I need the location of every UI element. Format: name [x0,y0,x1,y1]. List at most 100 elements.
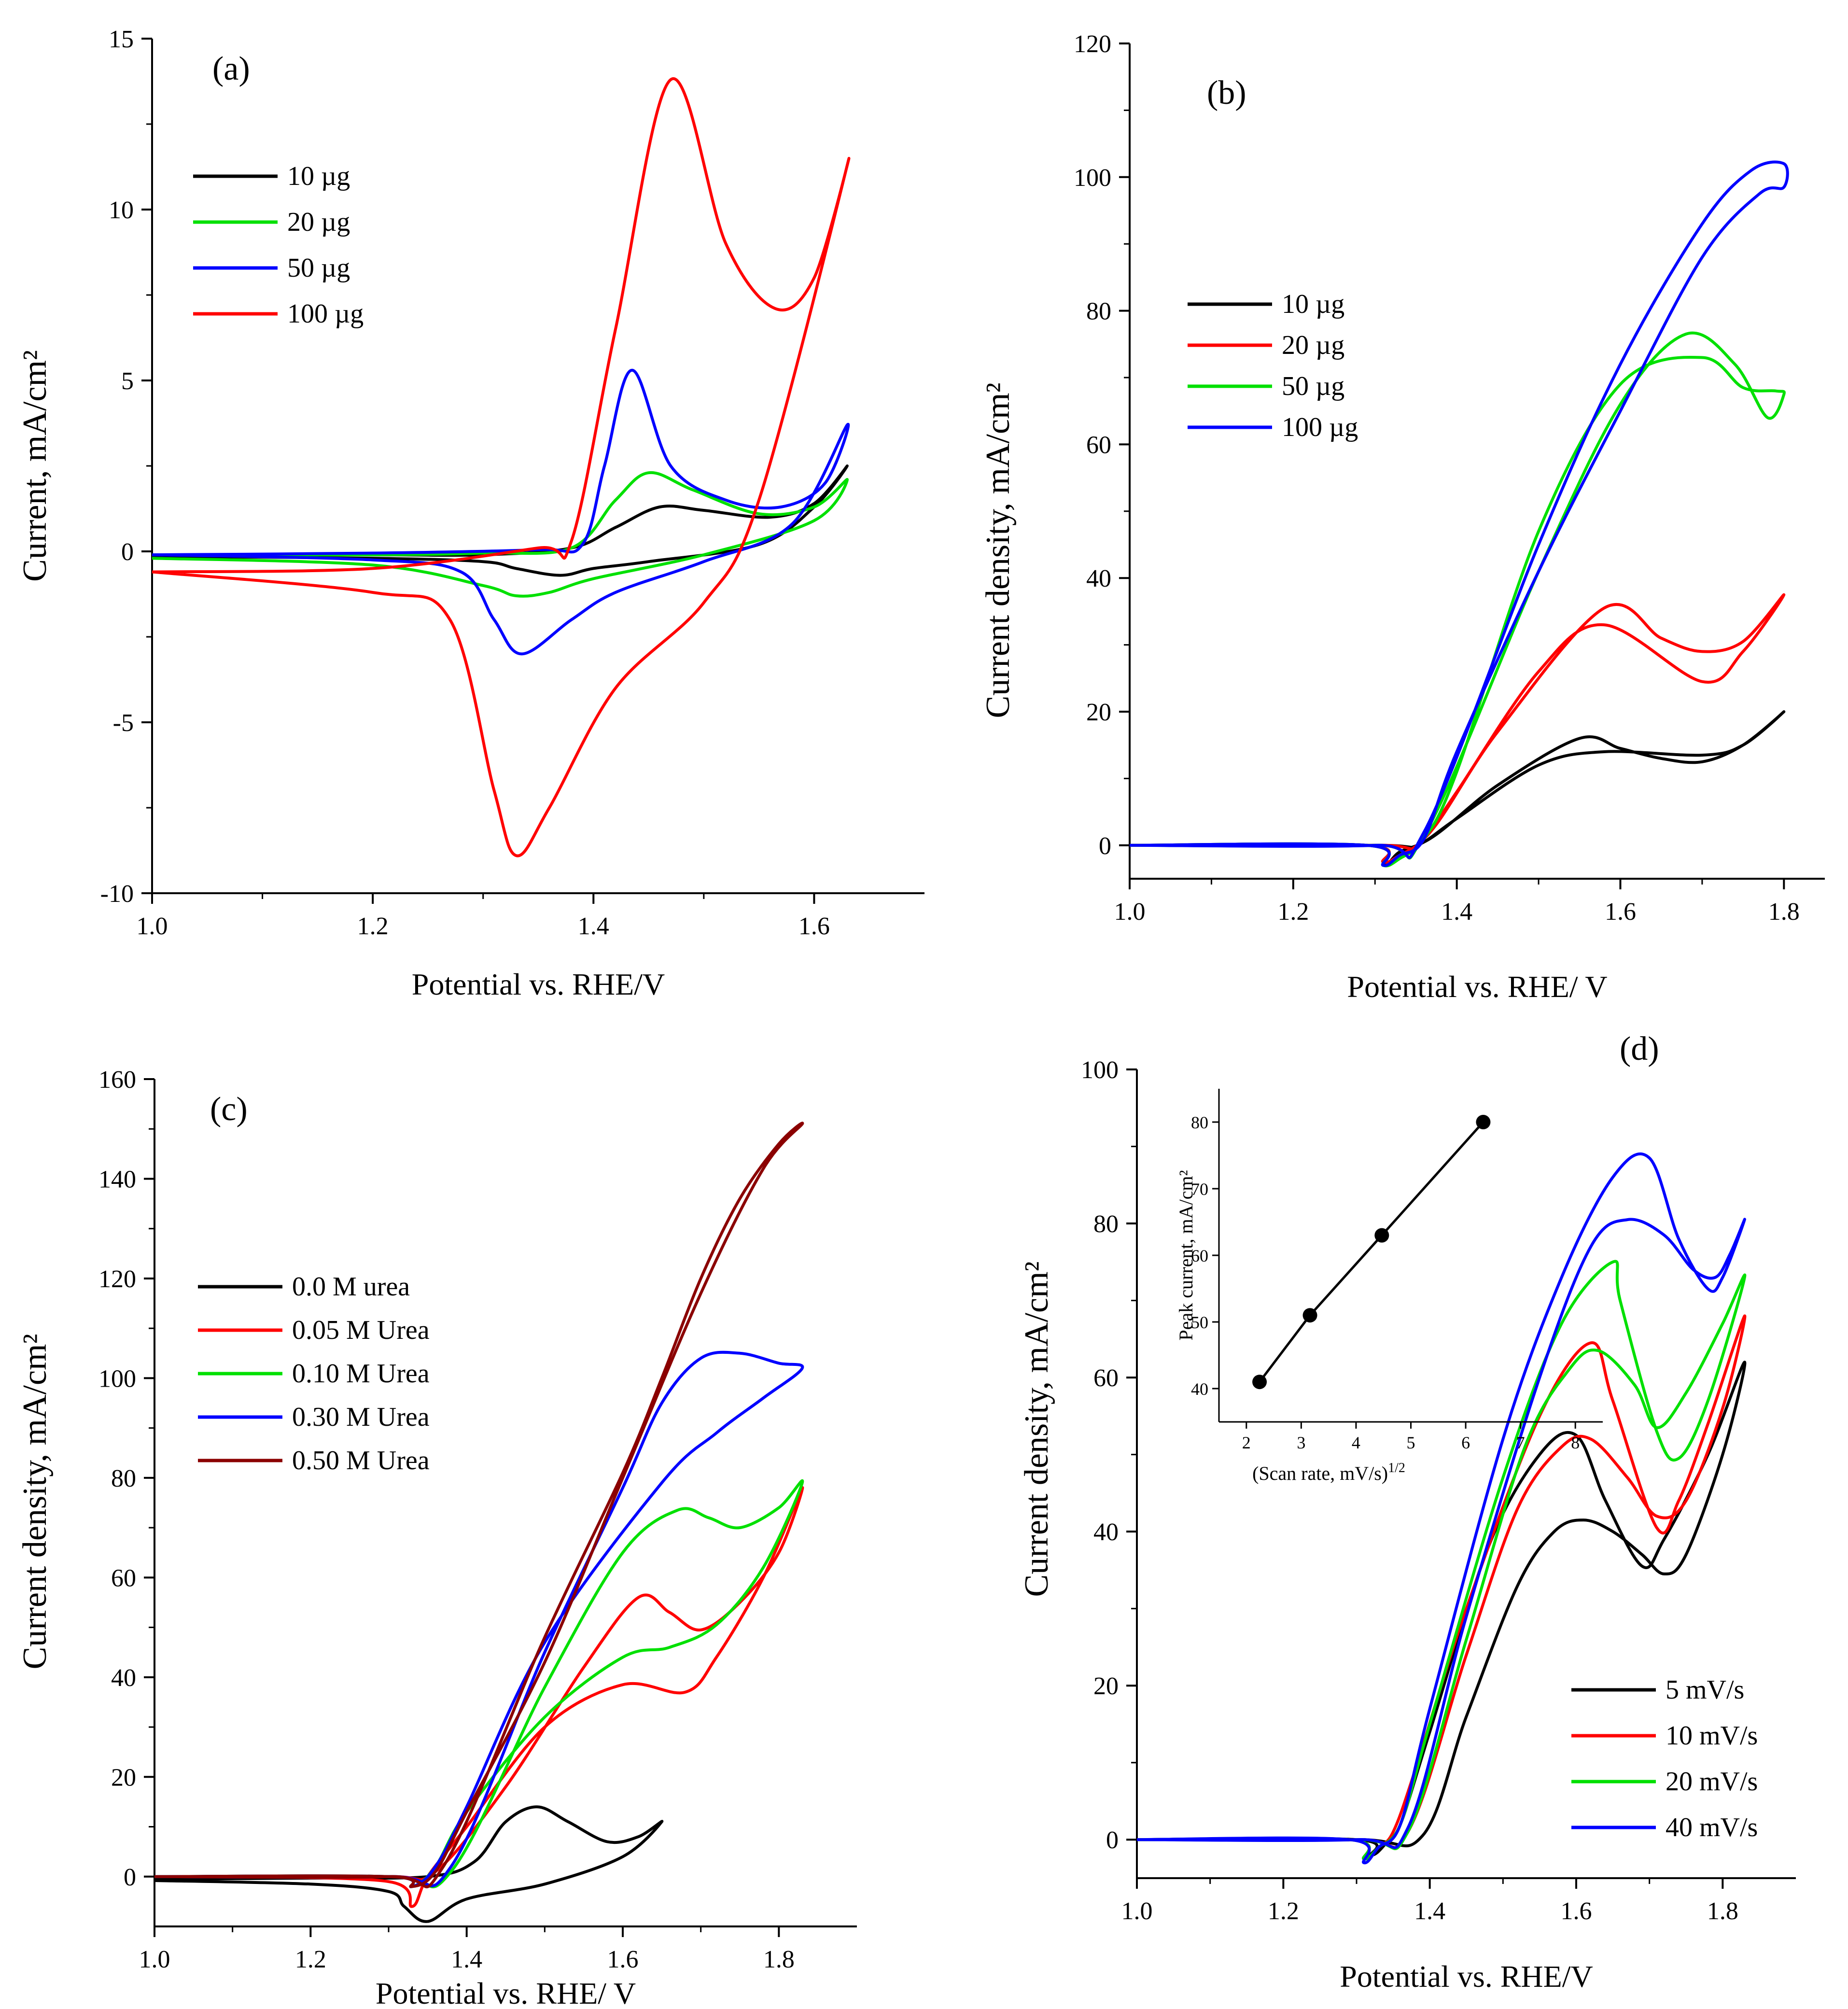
inset-point-2 [1374,1228,1389,1243]
y-tick-label: 80 [1093,1210,1119,1238]
y-axis-label: Current density, mA/cm² [980,383,1017,718]
inset-point-0 [1252,1375,1267,1390]
series-line-3 [154,1350,804,1888]
inset-x-tick-label: 2 [1242,1433,1251,1452]
inset-point-1 [1302,1308,1317,1323]
x-axis-label: Potential vs. RHE/ V [1347,969,1607,1004]
legend-label: 100 µg [287,299,364,329]
series-line-3 [1136,1152,1746,1865]
y-tick-label: 20 [111,1764,136,1791]
inset-x-axis-label: (Scan rate, mV/s)1/2 [1252,1461,1405,1484]
y-tick-label: 40 [1093,1518,1119,1546]
y-tick-label: 60 [1086,431,1111,459]
y-axis-label: Current, mA/cm² [16,350,54,582]
y-tick-label: 0 [1106,1826,1119,1854]
y-tick-label: 160 [98,1066,136,1094]
inset-chart: 2 3 4 5 6 7 8 40 50 60 70 80 (Scan rate, mV/s)1/2 Pea… [1175,1089,1603,1484]
x-tick-label: 1.4 [578,913,609,940]
x-tick-label: 1.2 [357,913,389,940]
inset-x-tick-label: 5 [1407,1433,1415,1452]
x-tick-label: 1.2 [1277,898,1309,926]
x-tick-label: 1.0 [1121,1897,1153,1925]
series-line-1 [152,471,849,598]
x-tick-label: 1.0 [139,1946,170,1973]
x-tick-label: 1.4 [1441,898,1472,926]
legend-label: 20 µg [1282,330,1344,360]
x-axis-label: Potential vs. RHE/ V [376,1976,636,2009]
legend-label: 20 mV/s [1666,1767,1758,1797]
y-tick-label: -10 [100,880,134,908]
inset-x-tick-label: 3 [1297,1433,1305,1452]
y-tick-label: 10 [109,197,134,224]
x-tick-label: 1.0 [137,913,168,940]
x-tick-label: 1.6 [798,913,830,940]
inset-y-axis-label: Peak current, mA/cm² [1175,1170,1197,1341]
x-tick-label: 1.4 [451,1946,482,1973]
legend-label: 50 µg [1282,371,1344,401]
legend-label: 0.30 M Urea [292,1402,430,1432]
series-line-1 [217,1486,804,1908]
chart-panel-0: 1.0 1.2 1.4 1.6 -10 -5 0 5 10 15 Potential vs. RHE… [16,26,924,1001]
legend-label: 10 mV/s [1666,1721,1758,1751]
legend-label: 40 mV/s [1666,1812,1758,1842]
inset-x-tick-label: 7 [1516,1433,1525,1452]
y-tick-label: -5 [113,709,134,737]
series-line-0 [1129,710,1786,867]
series-line-1 [1136,1314,1747,1861]
series-line-0 [154,1805,664,1923]
y-tick-label: 0 [1099,832,1111,860]
series-line-3 [1129,160,1789,867]
y-tick-label: 140 [98,1166,136,1193]
inset-x-tick-label: 6 [1461,1433,1470,1452]
y-axis-label: Current density, mA/cm² [1018,1262,1055,1597]
legend-label: 100 µg [1282,412,1358,442]
legend-label: 0.0 M urea [292,1272,410,1302]
inset-y-tick-label: 50 [1191,1313,1208,1332]
y-tick-label: 120 [98,1265,136,1293]
x-tick-label: 1.8 [1707,1897,1738,1925]
x-tick-label: 1.8 [1768,898,1800,926]
y-tick-label: 0 [124,1864,136,1891]
inset-y-tick-label: 40 [1191,1379,1208,1399]
legend-label: 50 µg [287,253,350,283]
panel-label: (c) [210,1091,248,1128]
y-tick-label: 100 [1074,164,1111,192]
legend-label: 0.50 M Urea [292,1446,430,1475]
panel-label: (a) [212,50,250,87]
legend-label: 0.10 M Urea [292,1359,430,1389]
panel-label: (b) [1207,74,1246,112]
series-line-0 [152,464,849,577]
series-line-3 [152,77,851,857]
x-tick-label: 1.2 [295,1946,326,1973]
y-tick-label: 40 [1086,565,1111,592]
x-tick-label: 1.4 [1414,1897,1445,1925]
y-tick-label: 100 [98,1365,136,1392]
chart-panel-2: 1.0 1.2 1.4 1.6 1.8 0 20 40 60 80 100 120 140 160 Pote… [16,1066,857,2009]
y-axis-label: Current density, mA/cm² [16,1334,54,1670]
series-line-4 [154,1122,804,1888]
y-tick-label: 5 [121,367,134,395]
legend-label: 0.05 M Urea [292,1315,430,1345]
inset-x-tick-label: 4 [1352,1433,1360,1452]
inset-fit-line [1259,1121,1484,1383]
x-tick-label: 1.6 [607,1946,639,1973]
x-tick-label: 1.6 [1605,898,1636,926]
legend-label: 10 µg [1282,289,1344,319]
inset-x-tick-label: 8 [1571,1433,1580,1452]
panel-label: (d) [1620,1030,1659,1068]
chart-panel-1: 1.0 1.2 1.4 1.6 1.8 0 20 40 60 80 100 120 Potential … [980,30,1825,1004]
x-axis-label: Potential vs. RHE/V [412,967,665,1001]
y-tick-label: 60 [1093,1364,1119,1392]
x-tick-label: 1.6 [1561,1897,1592,1925]
y-tick-label: 80 [111,1465,136,1492]
chart-panel-3: 1.0 1.2 1.4 1.6 1.8 0 20 40 60 80 100 Potential vs.… [1018,1030,1796,1994]
y-tick-label: 40 [111,1664,136,1692]
legend-label: 20 µg [287,207,350,237]
legend-label: 10 µg [287,161,350,191]
legend-label: 5 mV/s [1666,1675,1744,1705]
x-axis-label: Potential vs. RHE/V [1340,1959,1593,1994]
inset-point-3 [1476,1115,1491,1129]
y-tick-label: 20 [1086,699,1111,726]
y-tick-label: 100 [1081,1056,1119,1084]
